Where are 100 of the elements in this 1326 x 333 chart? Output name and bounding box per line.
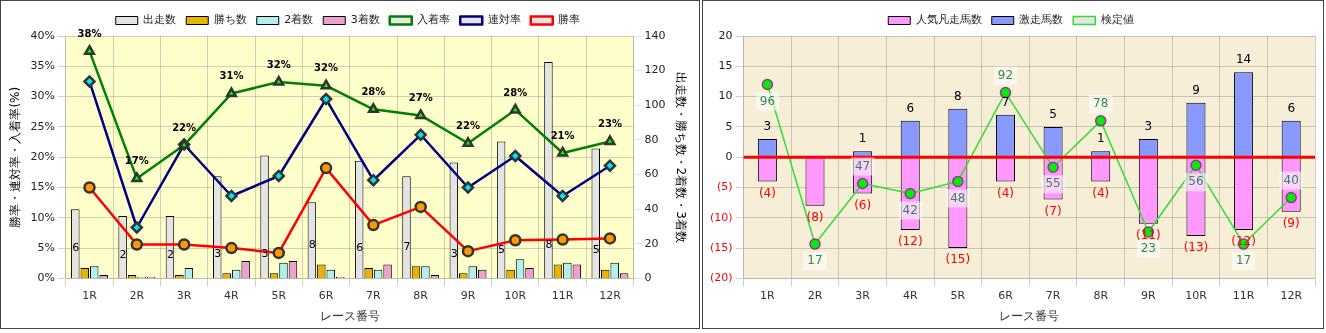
data-label: 7 [1001,94,1010,109]
x-tick-label: 12R [599,288,622,302]
data-label: 1 [858,131,867,146]
data-label: 32% [314,62,339,74]
data-label: 28% [361,85,386,97]
data-label: 31% [219,70,244,82]
y-tick-label: 35% [30,59,55,73]
data-label: (12) [897,234,923,249]
data-label: (11) [1136,227,1161,242]
x-tick-label: 11R [551,288,574,302]
y-tick-label: (10) [709,210,733,224]
data-label: 5 [498,243,506,257]
data-label: 5 [1049,107,1057,122]
data-label: 17 [807,253,823,268]
y2-tick-label: 40 [644,202,659,215]
x-tick-label: 10R [1185,288,1208,302]
x-tick-label: 3R [855,288,871,302]
legend-label: 2着数 [284,13,314,27]
data-label: 8 [545,237,553,251]
data-label: 21% [550,129,575,141]
data-label: 38% [77,27,102,39]
data-label: 5 [592,243,600,257]
y-tick-label: 5 [725,119,733,133]
x-tick-label: 2R [807,288,823,302]
data-label: 7 [403,239,411,253]
data-label: 6 [356,241,364,255]
data-label: (4) [1092,185,1110,200]
x-tick-label: 4R [902,288,918,302]
y2-tick-label: 20 [644,236,659,250]
y2-tick-label: 100 [644,98,666,112]
x-tick-label: 8R [1093,288,1109,302]
x-tick-label: 3R [176,288,192,302]
y-tick-label: (20) [709,271,733,285]
x-tick-label: 2R [129,288,145,302]
y-tick-label: 0 [725,150,733,164]
data-label: 55 [1045,176,1061,191]
x-tick-label: 5R [950,288,966,302]
x-tick-label: 1R [760,288,776,302]
x-tick-label: 6R [998,288,1014,302]
legend-label: 入着率 [417,13,451,27]
data-label: 23% [597,118,622,130]
x-tick-label: 10R [504,288,527,302]
y2-tick-label: 0 [644,271,652,285]
legend-label: 検定値 [1100,13,1134,27]
y-tick-label: 40% [30,28,55,42]
y-tick-label: (15) [709,240,733,254]
legend-label: 3着数 [350,13,380,27]
y-tick-label: (5) [716,180,733,194]
data-label: 27% [408,91,433,103]
y2-axis-title: 出走数・勝ち数・2着数・3着数 [673,71,688,243]
data-label: 92 [997,67,1014,82]
data-label: (8) [806,209,824,224]
data-label: 2 [166,248,174,262]
data-label: 22% [456,119,480,131]
data-label: 3 [450,246,458,260]
data-label: 47 [854,158,871,173]
legend-label: 勝ち数 [213,13,247,27]
data-label: 8 [308,237,316,251]
y-tick-label: 15 [718,59,733,73]
data-label: 3 [1144,119,1153,134]
data-label: (4) [758,185,776,200]
y-tick-label: 20% [30,150,55,164]
y-tick-label: 20 [718,28,733,42]
y2-tick-label: 140 [644,28,666,42]
data-label: 40 [1283,172,1299,187]
y-tick-label: 15% [30,180,55,194]
data-label: 96 [759,93,776,108]
x-tick-label: 4R [224,288,240,302]
x-tick-label: 1R [82,288,98,302]
data-label: 1 [1096,131,1105,146]
data-label: (7) [1044,203,1062,218]
data-label: 78 [1093,95,1109,110]
x-axis-title: レース番号 [999,308,1060,323]
data-label: 56 [1188,174,1204,189]
data-label: 17 [1235,253,1252,268]
y-axis-title: 勝率・連対率・入着率(%) [8,86,23,228]
data-label: 3 [763,119,772,134]
x-tick-label: 9R [1141,288,1157,302]
y-tick-label: 10% [30,210,55,224]
data-label: 6 [906,100,915,115]
data-label: 9 [1192,82,1200,97]
legend-label: 人気凡走馬数 [915,13,982,27]
legend-label: 勝率 [558,13,581,27]
data-label: 22% [172,121,197,133]
x-tick-label: 8R [413,288,429,302]
data-label: 42 [902,202,918,217]
y-tick-label: 25% [30,119,55,133]
data-label: (9) [1282,215,1300,230]
x-tick-label: 12R [1280,288,1303,302]
data-label: 23 [1140,241,1156,256]
y-tick-label: 5% [37,240,55,254]
data-label: (15) [945,252,971,267]
data-label: (6) [854,197,872,212]
data-label: 32% [266,58,291,70]
x-tick-label: 5R [271,288,287,302]
legend-label: 出走数 [143,13,177,27]
y2-tick-label: 120 [644,63,666,77]
data-label: 8 [954,88,962,103]
data-label: 14 [1235,52,1252,67]
x-tick-label: 7R [366,288,382,302]
